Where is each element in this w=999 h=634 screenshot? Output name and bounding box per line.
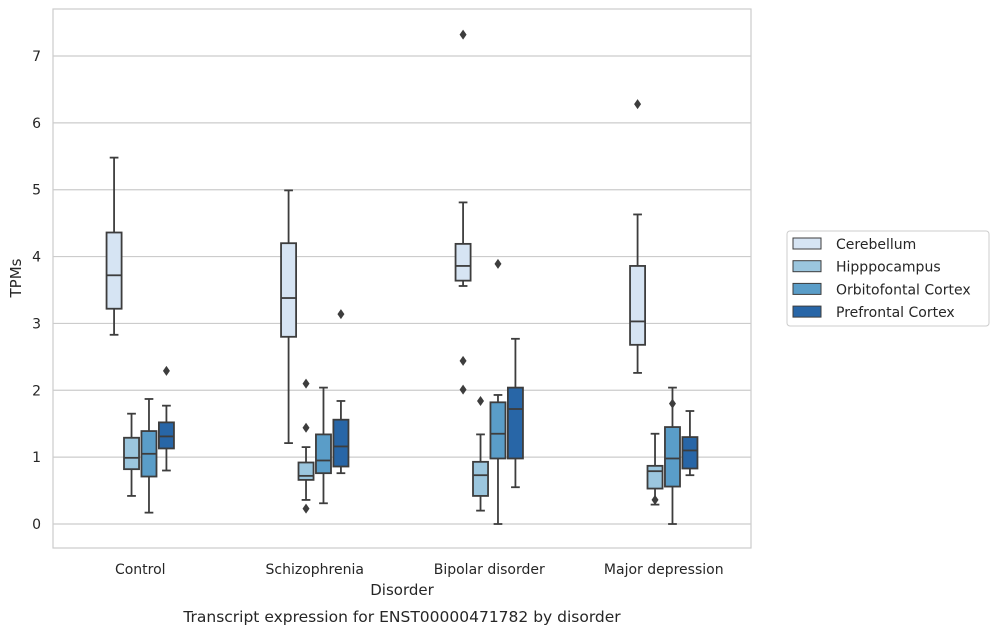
box xyxy=(681,436,699,470)
legend-item: Hipppocampus xyxy=(792,260,941,276)
box xyxy=(157,421,175,450)
legend-frame xyxy=(786,230,990,327)
box xyxy=(105,231,123,310)
y-tick-label: 0 xyxy=(32,517,41,533)
outlier-point xyxy=(302,503,310,514)
box xyxy=(664,426,681,488)
box xyxy=(489,401,507,460)
y-tick-label: 6 xyxy=(32,116,41,132)
y-tick-labels: 0 1 2 3 4 5 6 7 xyxy=(32,49,41,533)
box xyxy=(332,418,350,468)
box xyxy=(506,386,524,460)
legend-label: Hipppocampus xyxy=(836,260,941,276)
box-groups xyxy=(105,29,699,525)
box xyxy=(646,464,664,490)
outlier-point xyxy=(668,398,676,409)
box xyxy=(315,433,332,475)
outlier-point xyxy=(634,99,642,110)
legend-swatch xyxy=(792,260,822,273)
y-tick-label: 1 xyxy=(32,450,41,466)
legend-item: Prefrontal Cortex xyxy=(792,305,955,321)
box xyxy=(280,242,297,338)
outlier-point xyxy=(477,395,485,406)
legend: Cerebellum Hipppocampus Orbitofontal Corte… xyxy=(786,230,990,327)
x-axis-title: Disorder xyxy=(370,581,434,599)
outlier-point xyxy=(302,422,310,433)
x-tick-label: Major depression xyxy=(604,562,724,578)
plot-area xyxy=(52,8,752,549)
outlier-point xyxy=(459,384,467,395)
outlier-point xyxy=(337,309,345,320)
box-group-3 xyxy=(629,99,699,525)
y-tick-label: 2 xyxy=(32,383,41,399)
x-tick-label: Bipolar disorder xyxy=(434,562,545,578)
box-group-1 xyxy=(280,189,350,514)
outlier-point xyxy=(459,29,467,40)
legend-item: Cerebellum xyxy=(792,237,916,253)
outlier-point xyxy=(302,378,310,389)
legend-label: Orbitofontal Cortex xyxy=(836,282,971,298)
legend-swatch xyxy=(792,237,822,250)
outlier-point xyxy=(651,494,659,505)
box xyxy=(629,265,646,346)
y-tick-label: 5 xyxy=(32,183,41,199)
outlier-point xyxy=(494,258,502,269)
outlier-point xyxy=(162,365,170,376)
box xyxy=(472,460,489,497)
box xyxy=(454,242,472,282)
box-group-2 xyxy=(454,29,524,525)
chart-title: Transcript expression for ENST0000047178… xyxy=(182,608,621,626)
legend-item: Orbitofontal Cortex xyxy=(792,282,971,298)
legend-label: Prefrontal Cortex xyxy=(836,305,955,321)
y-tick-label: 7 xyxy=(32,49,41,65)
outlier-point xyxy=(459,355,467,366)
y-tick-label: 3 xyxy=(32,316,41,332)
legend-swatch xyxy=(792,305,822,318)
box xyxy=(297,461,315,481)
y-axis-title: TPMs xyxy=(7,258,25,298)
y-tick-label: 4 xyxy=(32,250,41,266)
box xyxy=(123,436,140,471)
x-tick-label: Schizophrenia xyxy=(266,562,364,578)
x-tick-label: Control xyxy=(115,562,166,578)
gridlines xyxy=(53,55,751,525)
x-tick-labels: Control Schizophrenia Bipolar disorder Majo… xyxy=(115,562,724,578)
legend-swatch xyxy=(792,282,822,295)
legend-label: Cerebellum xyxy=(836,237,916,253)
box-group-0 xyxy=(105,156,175,514)
